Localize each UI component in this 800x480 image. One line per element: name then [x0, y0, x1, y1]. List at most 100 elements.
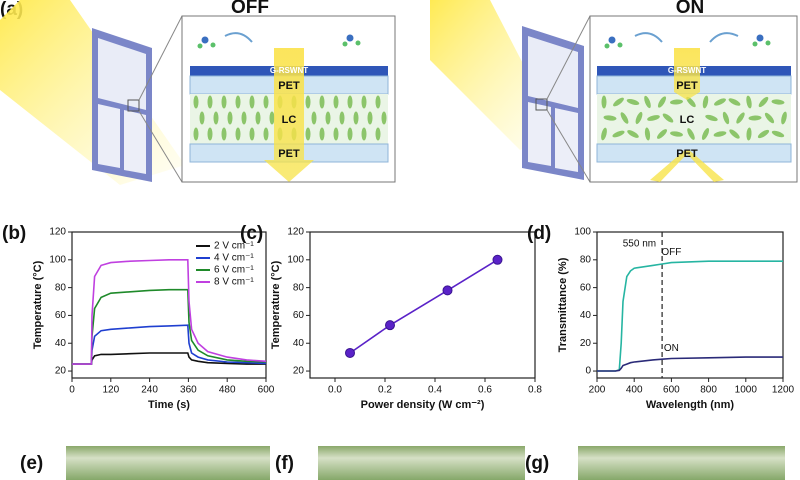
y-tick-label: 20: [55, 366, 67, 377]
photo: [66, 446, 270, 480]
layer-label: PET: [278, 148, 300, 160]
x-axis-label: Power density (W cm⁻²): [361, 399, 485, 411]
lc-molecule: [213, 111, 219, 125]
lc-molecule: [748, 115, 762, 121]
lc-molecule: [757, 129, 770, 139]
y-tick-label: 100: [287, 254, 304, 265]
lc-molecule: [269, 111, 275, 125]
lc-molecule: [612, 130, 625, 138]
zoom-line: [546, 109, 591, 183]
plot-frame: [71, 231, 267, 379]
lc-molecule: [662, 113, 674, 123]
scattered-light: [650, 150, 724, 182]
light-arrow: [674, 48, 700, 100]
lc-molecule: [686, 96, 696, 108]
lc-molecule: [311, 111, 317, 125]
panel-label: (c): [240, 223, 263, 244]
lc-molecule: [227, 111, 233, 125]
lc-molecule: [670, 99, 683, 105]
lc-molecule: [305, 127, 311, 141]
series-line: [72, 259, 267, 365]
lc-molecule: [241, 111, 247, 125]
lc-molecule: [764, 112, 775, 124]
x-tick-label: 480: [219, 385, 236, 396]
series-label: OFF: [661, 247, 681, 258]
lc-molecule: [249, 95, 255, 109]
x-tick-label: 0: [69, 385, 75, 396]
y-tick-label: 40: [580, 310, 592, 321]
lc-molecule: [333, 127, 339, 141]
x-tick-label: 400: [626, 385, 643, 396]
x-tick-label: 800: [700, 385, 717, 396]
zoom-line: [138, 110, 183, 183]
lc-molecule: [627, 130, 639, 138]
window-pane: [528, 36, 578, 108]
lc-molecule: [193, 127, 199, 141]
y-tick-label: 60: [55, 310, 67, 321]
lc-molecules: [193, 95, 387, 141]
lc-molecule: [193, 95, 199, 109]
lc-molecule: [361, 127, 367, 141]
series-line: [72, 324, 267, 365]
lc-molecule: [603, 115, 617, 121]
lc-molecule: [319, 127, 325, 141]
lc-molecule: [746, 127, 752, 141]
lc-molecule: [375, 127, 381, 141]
zoom-square: [535, 98, 548, 111]
zoom-line: [138, 15, 183, 101]
lc-molecule: [319, 95, 325, 109]
legend-label: 2 V cm⁻¹: [214, 241, 254, 252]
window-pane: [124, 110, 146, 174]
lc-molecule: [728, 98, 741, 106]
lc-molecule: [361, 95, 367, 109]
panel-label: (e): [20, 453, 43, 474]
layer-label: LC: [282, 114, 297, 126]
lc-molecule: [657, 129, 667, 139]
y-tick-label: 20: [580, 338, 592, 349]
x-tick-label: 0.8: [528, 385, 542, 396]
lc-molecule: [705, 114, 718, 122]
panel-label: (b): [2, 223, 26, 244]
lc-molecule: [347, 95, 353, 109]
y-tick-label: 120: [287, 227, 304, 238]
y-tick-label: 120: [49, 227, 66, 238]
state-title: OFF: [231, 0, 269, 18]
plot-frame: [596, 231, 784, 379]
reference-label: 550 nm: [623, 239, 656, 250]
x-tick-label: 0.4: [428, 385, 442, 396]
x-tick-label: 0.2: [378, 385, 392, 396]
lc-molecule: [221, 95, 227, 109]
lc-molecule: [601, 127, 607, 141]
lc-molecule: [644, 127, 651, 141]
x-axis-label: Wavelength (nm): [646, 399, 735, 411]
lc-molecule: [644, 95, 651, 109]
series-line: [597, 260, 783, 372]
data-point: [442, 285, 453, 296]
photo: [318, 446, 525, 480]
lc-molecule: [235, 127, 241, 141]
lc-molecule: [207, 127, 213, 141]
y-tick-label: 80: [580, 254, 592, 265]
lc-molecule: [235, 95, 241, 109]
lc-molecule: [325, 111, 331, 125]
y-tick-label: 100: [574, 227, 591, 238]
series-line: [349, 259, 498, 354]
lc-molecule: [367, 111, 373, 125]
layer-label: PET: [676, 148, 698, 160]
lc-molecule: [375, 95, 381, 109]
lc-molecule: [263, 95, 269, 109]
layer-label: PET: [278, 80, 300, 92]
layer-label: PET: [676, 80, 698, 92]
lc-molecule: [620, 112, 629, 124]
x-tick-label: 360: [180, 385, 197, 396]
y-tick-label: 60: [293, 310, 305, 321]
lc-molecule: [746, 95, 752, 109]
lc-molecule: [758, 96, 769, 108]
data-point: [492, 254, 503, 265]
series-line: [597, 356, 783, 372]
lc-molecule: [771, 99, 785, 105]
lc-molecule: [339, 111, 345, 125]
y-tick-label: 40: [55, 338, 67, 349]
series-line: [72, 288, 267, 365]
